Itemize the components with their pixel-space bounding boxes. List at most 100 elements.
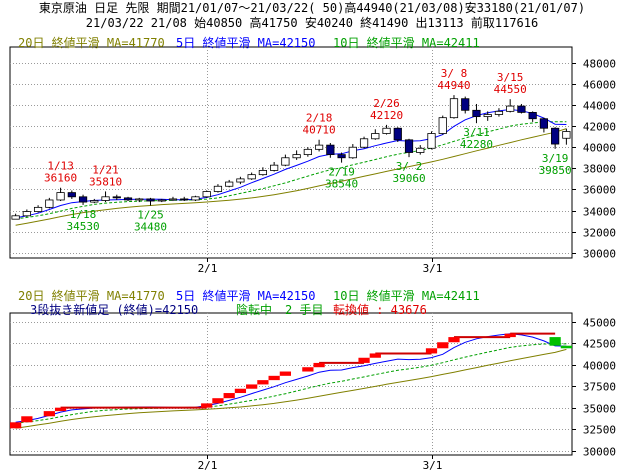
ohlc-summary: 21/03/22 21/08 始40850 高41750 安40240 終414… xyxy=(85,16,539,30)
y-tick-label: 38000 xyxy=(583,163,616,176)
candle-body xyxy=(157,199,166,202)
ma20-line xyxy=(15,128,567,226)
legend-ma20: 20日 終値平滑 MA=41770 xyxy=(18,35,165,50)
ma10-line xyxy=(15,343,567,424)
candle-body xyxy=(292,154,301,159)
low-value-label: 38540 xyxy=(325,178,358,191)
three-line-break-panel: 30000 32500 35000 37500 40000 42500 45000 2/1 3/… xyxy=(9,288,616,472)
candle-body xyxy=(337,154,346,159)
tlb-brick-up xyxy=(504,333,516,338)
candle-body xyxy=(236,178,245,183)
y-tick-label: 30000 xyxy=(583,446,616,459)
y-tick-label: 40000 xyxy=(583,142,616,155)
high-date-label: 1/21 xyxy=(92,163,119,176)
tlb-brick-up xyxy=(448,337,460,343)
candle-body xyxy=(551,127,560,145)
candle-body xyxy=(135,198,144,201)
candle-body xyxy=(303,148,312,156)
candle-body xyxy=(258,170,268,176)
tlb-brick-up xyxy=(437,342,449,349)
high-value-label: 40710 xyxy=(303,124,336,137)
chart-header: 東京原油 日足 先限 期間21/01/07～21/03/22( 50)高4494… xyxy=(0,0,624,33)
tlb-info: 3段抜き新値足 (終値)=42150 xyxy=(30,302,198,317)
tlb-brick-up xyxy=(10,422,22,429)
high-date-label: 1/13 xyxy=(47,160,74,173)
high-value-label: 44550 xyxy=(494,83,527,96)
candle-body xyxy=(56,192,65,201)
high-date-label: 2/18 xyxy=(306,112,333,125)
tlb-brick-down xyxy=(549,337,561,346)
y-tick-label: 32500 xyxy=(583,424,616,437)
high-value-label: 36160 xyxy=(44,172,77,185)
y-tick-label: 30000 xyxy=(583,248,616,261)
candle-body xyxy=(562,131,571,139)
candle-body xyxy=(472,109,481,118)
tlb-brick-up xyxy=(257,380,269,385)
low-date-label: 2/19 xyxy=(328,166,355,179)
y-tick-label: 37500 xyxy=(583,381,616,394)
low-value-label: 42280 xyxy=(460,138,493,151)
candle-body xyxy=(517,105,526,113)
candle-body xyxy=(281,157,290,166)
candle-body xyxy=(326,144,335,156)
ma20-line xyxy=(15,348,567,429)
y-tick-label: 44000 xyxy=(583,100,616,113)
tlb-brick-up xyxy=(313,362,325,368)
plot-area xyxy=(9,312,573,456)
high-date-label: 2/26 xyxy=(373,97,400,110)
candle-body xyxy=(416,147,425,153)
low-date-label: 3/11 xyxy=(463,126,490,139)
low-date-label: 1/18 xyxy=(70,208,97,221)
candle-body xyxy=(168,198,178,201)
candle-body xyxy=(382,127,391,134)
tlb-brick-up xyxy=(369,353,381,358)
candle-body xyxy=(539,118,549,129)
period-summary: 東京原油 日足 先限 期間21/01/07～21/03/22( 50)高4494… xyxy=(38,1,586,15)
candle-body xyxy=(22,211,31,217)
y-tick-label: 45000 xyxy=(583,317,616,330)
x-tick-label: 3/1 xyxy=(423,262,443,275)
tlb-count: 2 手目 xyxy=(285,303,323,317)
tlb-brick-up xyxy=(212,398,224,404)
y-tick-label: 35000 xyxy=(583,403,616,416)
tlb-brick-up xyxy=(234,388,247,394)
tlb-brick-up xyxy=(302,367,314,372)
legend-ma5: 5日 終値平滑 MA=42150 xyxy=(176,35,315,50)
tlb-brick-up xyxy=(54,407,67,412)
x-tick-label: 3/1 xyxy=(423,459,443,472)
legend-ma10: 10日 終値平滑 MA=42411 xyxy=(333,288,480,303)
tlb-brick-up xyxy=(268,375,280,381)
x-tick-label: 2/1 xyxy=(198,459,218,472)
legend-ma5: 5日 終値平滑 MA=42150 xyxy=(176,288,315,303)
tlb-reversal: 転換値 : 43676 xyxy=(333,302,427,317)
candlestick-panel: 30000 32000 34000 36000 38000 40000 42000 44000… xyxy=(9,35,616,275)
y-tick-label: 46000 xyxy=(583,79,616,92)
candle-body xyxy=(45,199,54,208)
candle-body xyxy=(314,144,324,150)
high-date-label: 3/ 8 xyxy=(441,67,468,80)
low-value-label: 34530 xyxy=(66,220,99,233)
low-value-label: 39850 xyxy=(539,164,572,177)
candle-body xyxy=(393,127,402,141)
candle-body xyxy=(146,198,155,202)
y-tick-label: 42500 xyxy=(583,338,616,351)
candle-body xyxy=(101,196,110,201)
candle-body xyxy=(528,112,537,120)
legend-ma20: 20日 終値平滑 MA=41770 xyxy=(18,288,165,303)
x-tick-label: 2/1 xyxy=(198,262,218,275)
candle-body xyxy=(404,139,414,153)
candle-body xyxy=(11,215,20,220)
candle-body xyxy=(67,192,76,198)
tlb-brick-up xyxy=(43,411,55,417)
candle-body xyxy=(348,146,357,159)
candle-body xyxy=(123,197,133,201)
candle-body xyxy=(112,196,121,199)
candle-body xyxy=(449,98,459,119)
tlb-brick-up xyxy=(358,357,370,363)
high-value-label: 42120 xyxy=(370,109,403,122)
candle-body xyxy=(191,196,200,201)
y-tick-label: 36000 xyxy=(583,184,616,197)
high-value-label: 35810 xyxy=(89,175,122,188)
candle-body xyxy=(270,164,279,171)
tlb-brick-down xyxy=(560,345,572,349)
